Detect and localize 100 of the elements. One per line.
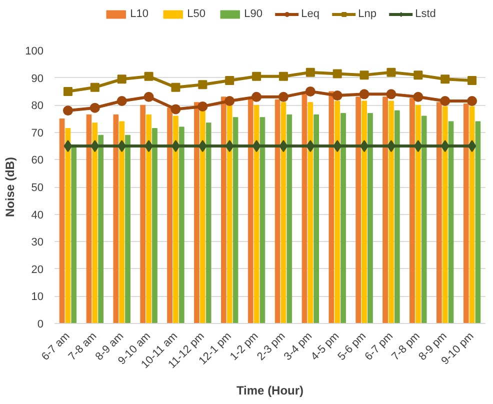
point <box>440 96 450 106</box>
bar <box>362 100 367 324</box>
legend-label: L50 <box>187 8 206 20</box>
legend-label: L90 <box>244 8 264 20</box>
bar <box>232 117 238 324</box>
point <box>90 140 100 152</box>
y-tick-label: 40 <box>31 209 44 222</box>
bar <box>260 117 266 324</box>
y-tick-label: 0 <box>37 318 44 330</box>
bar <box>200 110 206 324</box>
point <box>468 140 476 152</box>
bar <box>475 121 481 324</box>
point <box>198 140 207 152</box>
point <box>332 90 342 101</box>
point <box>468 76 477 86</box>
point <box>144 92 154 102</box>
point <box>414 140 422 152</box>
bar <box>334 100 340 324</box>
y-tick-label: 20 <box>31 264 44 276</box>
bar <box>356 96 362 324</box>
bar <box>173 116 178 324</box>
point <box>278 92 288 102</box>
point <box>117 74 126 84</box>
bar <box>152 128 158 324</box>
point <box>170 104 181 114</box>
point <box>306 68 315 77</box>
point <box>440 140 450 152</box>
bar <box>308 102 314 324</box>
point <box>306 140 315 152</box>
bar <box>448 121 454 324</box>
x-axis-title: Time (Hour) <box>236 383 304 398</box>
point <box>90 102 100 113</box>
point <box>90 82 100 92</box>
point <box>333 140 342 152</box>
point <box>413 92 424 102</box>
point <box>467 96 478 106</box>
point <box>62 106 73 116</box>
bar <box>314 114 320 324</box>
bar <box>410 98 415 324</box>
bar <box>220 96 226 324</box>
point <box>252 140 261 152</box>
bar <box>71 146 77 324</box>
point <box>305 86 316 96</box>
point <box>116 96 127 106</box>
point <box>386 89 396 100</box>
y-tick-label: 10 <box>31 291 44 304</box>
bar <box>125 134 130 324</box>
bar <box>226 104 232 324</box>
legend-label: Leq <box>301 8 320 20</box>
point <box>198 80 208 90</box>
point <box>278 72 288 81</box>
point <box>225 76 234 86</box>
bar <box>302 94 308 324</box>
bar <box>368 113 373 324</box>
y-tick-label: 70 <box>31 127 44 140</box>
bar <box>178 126 184 324</box>
bar <box>469 106 475 324</box>
bar <box>86 114 92 324</box>
bar <box>167 108 172 324</box>
point <box>440 74 450 84</box>
bar <box>415 104 421 324</box>
bar <box>286 114 292 324</box>
point <box>252 72 262 81</box>
y-tick-label: 100 <box>25 46 44 58</box>
bar <box>98 134 104 324</box>
point <box>63 86 72 96</box>
point <box>279 140 288 152</box>
bar <box>280 102 286 324</box>
bar <box>436 102 442 324</box>
y-tick-label: 60 <box>31 154 44 167</box>
bar <box>65 128 71 324</box>
bar <box>113 114 119 324</box>
bar <box>463 103 469 324</box>
point <box>252 92 262 102</box>
point <box>359 89 370 100</box>
bar <box>146 114 152 324</box>
bar <box>59 118 65 324</box>
bar <box>119 121 125 324</box>
legend-label: L10 <box>130 8 150 20</box>
point <box>225 140 234 152</box>
point <box>198 101 208 112</box>
point <box>64 140 72 152</box>
point <box>224 96 235 106</box>
point <box>144 72 154 81</box>
bar <box>442 106 448 324</box>
bar <box>194 102 200 324</box>
bar <box>274 99 280 324</box>
bar <box>254 104 260 324</box>
bar <box>92 122 98 324</box>
point <box>118 140 126 152</box>
y-tick-label: 90 <box>31 72 44 85</box>
bar <box>328 91 334 324</box>
bar <box>388 100 394 324</box>
bar <box>206 122 212 324</box>
y-tick-label: 30 <box>31 236 44 249</box>
point <box>171 82 180 92</box>
bar <box>394 110 400 324</box>
y-tick-label: 50 <box>31 182 44 194</box>
point <box>414 70 423 80</box>
bar <box>382 96 388 324</box>
